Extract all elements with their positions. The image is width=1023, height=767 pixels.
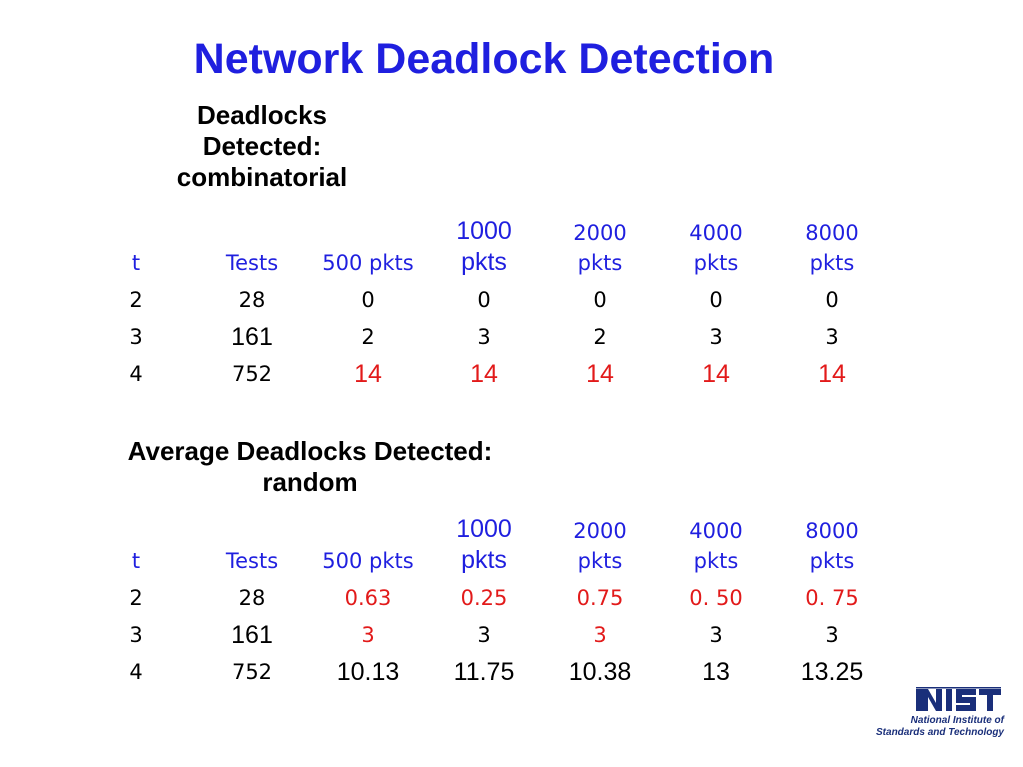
table-cell: 2	[129, 288, 143, 312]
table-cell: 3	[129, 623, 143, 647]
table-cell: 0.25	[460, 586, 508, 610]
header-1000-pkts: 1000 pkts	[456, 515, 512, 574]
table-cell: 2	[129, 586, 143, 610]
random-heading-line-1: Average Deadlocks Detected:	[127, 436, 493, 466]
table-row: 3 161 2 3 2 3 3	[78, 315, 890, 352]
table-cell: 3	[709, 325, 723, 349]
table-cell: 752	[231, 660, 273, 684]
table-cell: 14	[702, 360, 730, 388]
table-cell: 161	[231, 621, 273, 649]
table-cell: 10.38	[568, 658, 632, 686]
random-table: t Tests 500 pkts 1000 pkts 2000 pkts 400…	[78, 506, 890, 687]
header-2000-pkts: 2000 pkts	[573, 221, 627, 275]
table-cell: 28	[238, 288, 266, 312]
random-heading-line-2: random	[262, 467, 358, 497]
table-cell: 2	[361, 325, 375, 349]
nist-caption-line-2: Standards and Technology	[876, 727, 1004, 738]
header-t: t	[131, 251, 141, 275]
table-cell: 14	[818, 360, 846, 388]
table-cell: 0.75	[576, 586, 624, 610]
table-row: 2 28 0 0 0 0 0	[78, 278, 890, 315]
table-cell: 3	[361, 623, 375, 647]
table-cell: 161	[231, 323, 273, 351]
table-cell: 14	[354, 360, 382, 388]
table-cell: 0. 75	[805, 586, 859, 610]
header-8000-pkts: 8000 pkts	[805, 221, 859, 275]
header-4000-pkts: 4000 pkts	[689, 519, 743, 573]
table-cell: 4	[129, 660, 143, 684]
table-cell: 10.13	[336, 658, 400, 686]
table-row: 2 28 0.63 0.25 0.75 0. 50 0. 75	[78, 576, 890, 613]
table-cell: 3	[709, 623, 723, 647]
table-cell: 0	[361, 288, 375, 312]
table-cell: 28	[238, 586, 266, 610]
table-cell: 3	[825, 623, 839, 647]
table-cell: 3	[477, 325, 491, 349]
table-cell: 2	[593, 325, 607, 349]
slide-title: Network Deadlock Detection	[193, 35, 775, 83]
table-cell: 3	[825, 325, 839, 349]
combinatorial-table: t Tests 500 pkts 1000 pkts 2000 pkts 400…	[78, 208, 890, 389]
table-cell: 3	[593, 623, 607, 647]
table-cell: 0	[477, 288, 491, 312]
table-cell: 14	[586, 360, 614, 388]
random-header-row: t Tests 500 pkts 1000 pkts 2000 pkts 400…	[78, 506, 890, 576]
table-cell: 4	[129, 362, 143, 386]
table-cell: 13	[702, 658, 730, 686]
header-8000-pkts: 8000 pkts	[805, 519, 859, 573]
combinatorial-header-row: t Tests 500 pkts 1000 pkts 2000 pkts 400…	[78, 208, 890, 278]
table-row: 3 161 3 3 3 3 3	[78, 613, 890, 650]
nist-caption-line-1: National Institute of	[910, 715, 1004, 726]
table-cell: 0. 50	[689, 586, 743, 610]
combinatorial-heading-line-3: combinatorial	[176, 162, 348, 192]
header-tests: Tests	[225, 251, 279, 275]
table-cell: 0	[825, 288, 839, 312]
table-row: 4 752 14 14 14 14 14	[78, 352, 890, 389]
combinatorial-heading-line-2: Detected:	[202, 131, 322, 161]
header-2000-pkts: 2000 pkts	[573, 519, 627, 573]
nist-logo: National Institute of Standards and Tech…	[870, 687, 1004, 749]
table-cell: 0.63	[344, 586, 392, 610]
header-t: t	[131, 549, 141, 573]
random-heading: Average Deadlocks Detected: random	[60, 436, 560, 498]
table-cell: 0	[593, 288, 607, 312]
header-500-pkts: 500 pkts	[322, 549, 414, 573]
header-tests: Tests	[225, 549, 279, 573]
nist-wordmark	[916, 687, 1001, 711]
combinatorial-heading-line-1: Deadlocks	[196, 100, 328, 130]
header-500-pkts: 500 pkts	[322, 251, 414, 275]
table-cell: 0	[709, 288, 723, 312]
table-cell: 752	[231, 362, 273, 386]
header-4000-pkts: 4000 pkts	[689, 221, 743, 275]
header-1000-pkts: 1000 pkts	[456, 217, 512, 276]
table-row: 4 752 10.13 11.75 10.38 13 13.25	[78, 650, 890, 687]
table-cell: 13.25	[800, 658, 864, 686]
table-cell: 3	[477, 623, 491, 647]
nist-caption: National Institute of Standards and Tech…	[870, 715, 1004, 739]
table-cell: 11.75	[453, 658, 515, 686]
table-cell: 14	[470, 360, 498, 388]
combinatorial-heading: Deadlocks Detected: combinatorial	[122, 100, 402, 193]
table-cell: 3	[129, 325, 143, 349]
